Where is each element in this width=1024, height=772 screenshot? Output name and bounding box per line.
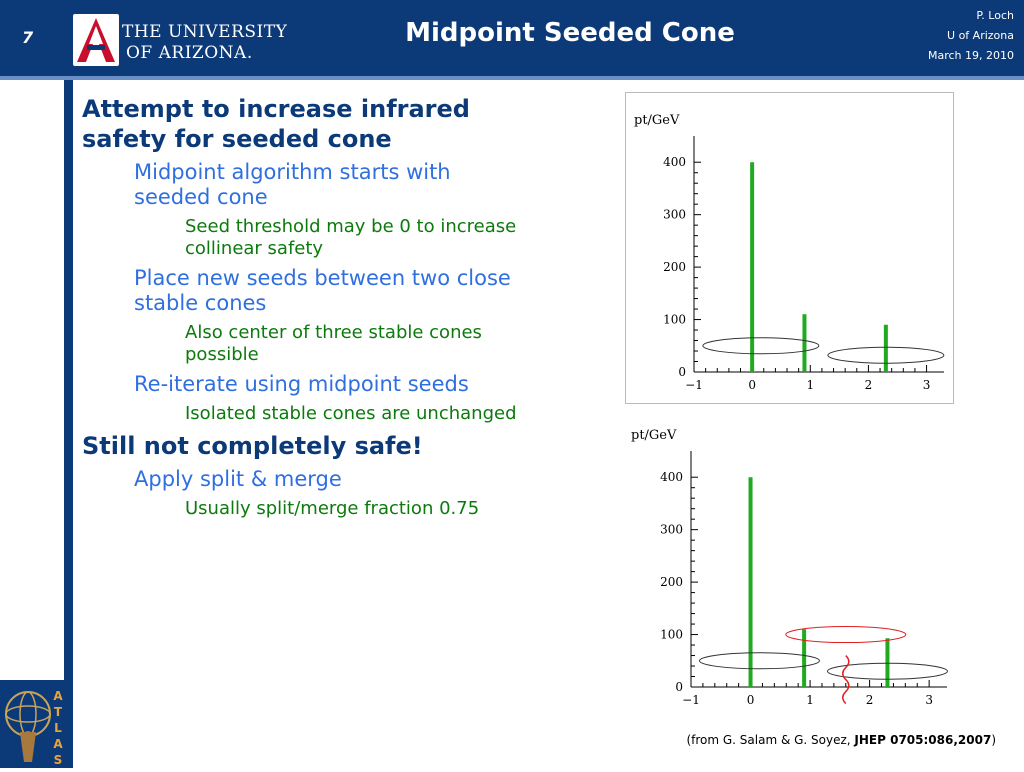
bullet-level2: Midpoint algorithm starts with seeded co…	[134, 160, 451, 209]
atlas-letter: L	[54, 721, 62, 735]
sidebar-stripe	[64, 80, 73, 768]
bullet-list: Attempt to increase infrared safety for …	[82, 94, 522, 526]
y-tick-label: 200	[660, 575, 683, 589]
cone-outline	[826, 662, 948, 680]
cone-outline	[698, 652, 820, 670]
x-tick-label: 2	[865, 378, 873, 392]
sidebar	[0, 80, 64, 768]
citation-suffix: )	[991, 733, 996, 747]
y-tick-label: 0	[675, 680, 683, 694]
x-tick-label: 0	[747, 693, 755, 707]
university-name-line1: THE UNIVERSITY	[122, 22, 288, 42]
x-tick-label: 1	[806, 693, 814, 707]
y-tick-label: 200	[663, 260, 686, 274]
y-tick-label: 300	[663, 208, 686, 222]
y-axis-label: pt/GeV	[634, 113, 680, 128]
y-tick-label: 400	[663, 155, 686, 169]
bullet-level2: Re-iterate using midpoint seeds	[134, 372, 469, 396]
atlas-letter: S	[54, 753, 63, 767]
bullet-level3: Usually split/merge fraction 0.75	[185, 498, 480, 519]
institution: U of Arizona	[947, 29, 1014, 42]
page-number: 7	[22, 28, 34, 47]
x-tick-label: −1	[682, 693, 700, 707]
citation: (from G. Salam & G. Soyez, JHEP 0705:086…	[686, 733, 996, 747]
x-tick-label: 3	[925, 693, 933, 707]
atlas-logo: A T L A S	[0, 680, 73, 768]
header-divider	[0, 76, 1024, 80]
x-tick-label: 0	[748, 378, 756, 392]
slide-header	[0, 0, 1024, 76]
split-marker	[842, 655, 850, 705]
citation-journal: JHEP 0705:086,2007	[854, 733, 992, 747]
y-tick-label: 100	[660, 628, 683, 642]
atlas-logo-icon: A T L A S	[5, 689, 63, 767]
cone-outline	[827, 346, 945, 364]
date: March 19, 2010	[927, 49, 1014, 62]
bullet-level2: Apply split & merge	[134, 467, 342, 491]
slide-meta: P. Loch U of Arizona March 19, 2010	[928, 6, 1014, 66]
bullet-level1: Still not completely safe!	[82, 432, 423, 460]
midpoint-cone-outline	[785, 626, 907, 644]
bullet-level1: Attempt to increase infrared safety for …	[82, 95, 470, 153]
author: P. Loch	[976, 9, 1014, 22]
slide-title: Midpoint Seeded Cone	[405, 18, 735, 48]
x-tick-label: 3	[923, 378, 931, 392]
atlas-letter: T	[54, 705, 63, 719]
university-logo-icon	[73, 14, 119, 66]
y-tick-label: 300	[660, 523, 683, 537]
atlas-letter: A	[53, 737, 63, 751]
atlas-letter: A	[53, 689, 63, 703]
university-name: THE UNIVERSITY OF ARIZONA.	[122, 22, 287, 64]
bullet-level2: Place new seeds between two close stable…	[134, 266, 511, 315]
x-tick-label: 1	[806, 378, 814, 392]
citation-prefix: (from G. Salam & G. Soyez,	[686, 733, 855, 747]
university-name-line2: OF ARIZONA.	[126, 43, 253, 63]
bullet-level3: Seed threshold may be 0 to increase coll…	[185, 216, 517, 259]
cone-outline	[702, 337, 820, 355]
y-tick-label: 0	[678, 365, 686, 379]
x-tick-label: 2	[866, 693, 874, 707]
y-axis-label: pt/GeV	[631, 428, 677, 443]
bullet-level3: Also center of three stable cones possib…	[185, 322, 482, 365]
y-tick-label: 400	[660, 470, 683, 484]
x-tick-label: −1	[685, 378, 703, 392]
bullet-level3: Isolated stable cones are unchanged	[185, 403, 517, 424]
y-tick-label: 100	[663, 313, 686, 327]
